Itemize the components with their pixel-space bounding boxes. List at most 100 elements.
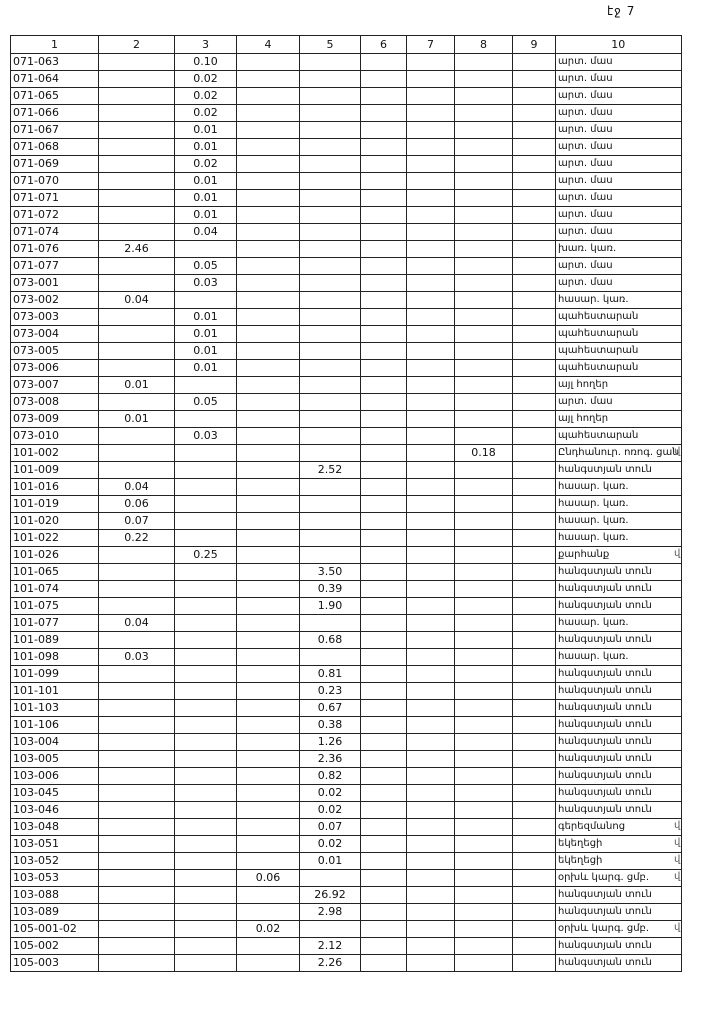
cell-value: [98, 70, 175, 88]
table-row: 101-026 0.25 քարհանք: [10, 546, 682, 564]
cell-value: [236, 53, 300, 71]
table-row: 071-067 0.01 արտ. մաս: [10, 121, 682, 139]
row-purpose: եկեղեցի: [555, 835, 682, 853]
cell-value: [512, 648, 556, 666]
cell-value: [360, 597, 407, 615]
margin-note: վ: [674, 820, 681, 831]
cell-value: [236, 478, 300, 496]
row-code: 101-077: [10, 614, 99, 632]
cell-value: [406, 767, 455, 785]
cell-value: [98, 121, 175, 139]
cell-value: [98, 631, 175, 649]
cell-value: [454, 716, 513, 734]
cell-value: [98, 223, 175, 241]
row-purpose: հանգստյան տուն: [555, 767, 682, 785]
cell-value: [174, 444, 237, 462]
row-purpose: խառ. կառ.: [555, 240, 682, 258]
row-purpose: հասար. կառ.: [555, 648, 682, 666]
cell-value: [360, 648, 407, 666]
cell-value: [406, 240, 455, 258]
cell-value: [236, 682, 300, 700]
row-code: 071-071: [10, 189, 99, 207]
cell-value: [360, 903, 407, 921]
cell-value: [406, 291, 455, 309]
cell-value: [360, 478, 407, 496]
cell-value: 0.04: [98, 614, 175, 632]
column-header: 4: [236, 35, 300, 54]
table-row: 103-045 0.02 հանգստյան տուն: [10, 784, 682, 802]
cell-value: [512, 512, 556, 530]
cell-value: [512, 189, 556, 207]
cell-value: [406, 903, 455, 921]
cell-value: [512, 53, 556, 71]
cell-value: [236, 852, 300, 870]
cell-value: [98, 206, 175, 224]
cell-value: [454, 801, 513, 819]
cell-value: [236, 461, 300, 479]
row-purpose: հանգստյան տուն: [555, 937, 682, 955]
cell-value: [512, 614, 556, 632]
cell-value: [236, 257, 300, 275]
row-code: 073-007: [10, 376, 99, 394]
row-code: 105-002: [10, 937, 99, 955]
cell-value: [174, 767, 237, 785]
cell-value: [512, 257, 556, 275]
cell-value: [512, 70, 556, 88]
cell-value: [512, 223, 556, 241]
cell-value: [406, 223, 455, 241]
cell-value: [236, 784, 300, 802]
cell-value: [174, 665, 237, 683]
cell-value: [174, 580, 237, 598]
cell-value: [174, 478, 237, 496]
row-purpose: հասար. կառ.: [555, 478, 682, 496]
cell-value: [512, 87, 556, 105]
cell-value: [174, 869, 237, 887]
cell-value: [236, 410, 300, 428]
cell-value: [454, 784, 513, 802]
cell-value: [299, 274, 361, 292]
cell-value: [98, 665, 175, 683]
cell-value: [360, 410, 407, 428]
cell-value: [98, 682, 175, 700]
cell-value: [236, 580, 300, 598]
cell-value: [360, 189, 407, 207]
cell-value: [360, 733, 407, 751]
row-purpose: օրխև կարգ. ցմբ.: [555, 920, 682, 938]
cell-value: 0.01: [174, 359, 237, 377]
cell-value: [98, 274, 175, 292]
cell-value: [236, 206, 300, 224]
column-header: 1: [10, 35, 99, 54]
cell-value: [174, 784, 237, 802]
table-row: 073-005 0.01 պահեստարան: [10, 342, 682, 360]
cell-value: [406, 886, 455, 904]
cell-value: [98, 104, 175, 122]
cell-value: [512, 699, 556, 717]
row-purpose: պահեստարան: [555, 325, 682, 343]
cell-value: [454, 359, 513, 377]
row-purpose: հասար. կառ.: [555, 512, 682, 530]
row-purpose: հանգստյան տուն: [555, 682, 682, 700]
table-row: 073-009 0.01 այլ հողեր: [10, 410, 682, 428]
cell-value: [299, 121, 361, 139]
table-row: 073-010 0.03 պահեստարան: [10, 427, 682, 445]
table-row: 073-007 0.01 այլ հողեր: [10, 376, 682, 394]
table-row: 073-008 0.05 արտ. մաս: [10, 393, 682, 411]
row-purpose: հանգստյան տուն: [555, 750, 682, 768]
cell-value: [360, 104, 407, 122]
row-code: 103-046: [10, 801, 99, 819]
cell-value: [406, 682, 455, 700]
table-row: 071-077 0.05 արտ. մաս: [10, 257, 682, 275]
cell-value: [360, 580, 407, 598]
cell-value: [236, 733, 300, 751]
row-purpose: պահեստարան: [555, 359, 682, 377]
cell-value: [512, 308, 556, 326]
cell-value: [98, 257, 175, 275]
cell-value: 2.26: [299, 954, 361, 972]
cell-value: [98, 699, 175, 717]
cell-value: [174, 461, 237, 479]
cell-value: [512, 461, 556, 479]
cell-value: [406, 580, 455, 598]
cell-value: 0.38: [299, 716, 361, 734]
cell-value: [299, 614, 361, 632]
cell-value: [98, 546, 175, 564]
